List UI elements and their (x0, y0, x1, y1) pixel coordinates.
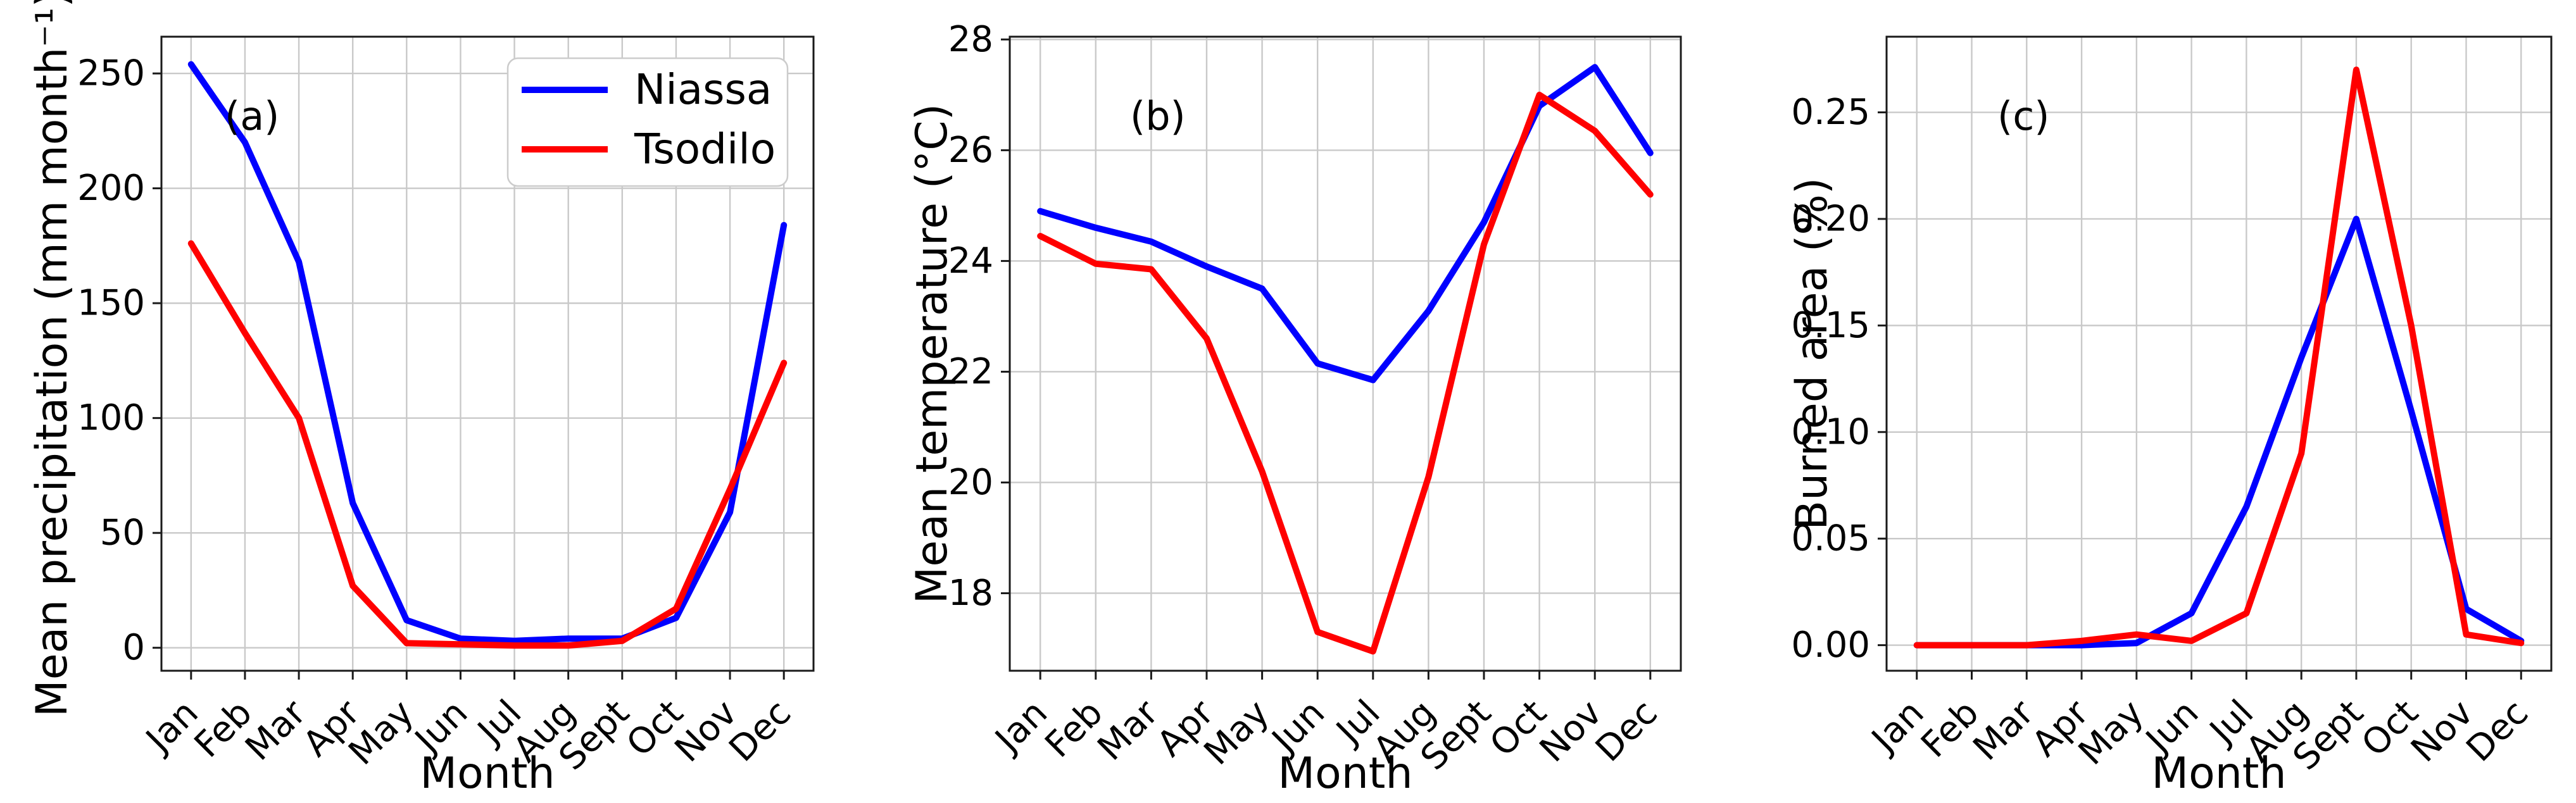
legend: Niassa Tsodilo (506, 57, 789, 187)
y-axis: 18 20 22 24 26 28 (948, 19, 1010, 614)
axes-spines (160, 35, 815, 672)
y-tick-label: 28 (948, 19, 993, 60)
y-tick-label: 250 (77, 53, 145, 94)
y-tick-label: 0.05 (1791, 518, 1870, 559)
y-tick-label: 20 (948, 462, 993, 503)
y-tick-label: 150 (77, 283, 145, 324)
axes-spines (1008, 35, 1682, 672)
panel-letter: (a) (225, 93, 279, 139)
y-axis: 0 50 100 150 200 250 (77, 53, 161, 668)
y-tick-label: 0.25 (1791, 92, 1870, 133)
axes-spines (1885, 35, 2553, 672)
y-tick-label: 18 (948, 573, 993, 614)
legend-label: Niassa (634, 65, 772, 114)
line-tsodilo (187, 240, 788, 649)
x-axis-label: Month (1278, 749, 1412, 799)
y-tick-label: 0 (122, 627, 145, 668)
x-axis-label: Month (2151, 749, 2286, 799)
x-axis-label: Month (420, 749, 555, 799)
legend-entry: Niassa (522, 65, 772, 114)
gridlines (161, 37, 814, 671)
y-tick-label: 50 (100, 513, 145, 554)
y-tick-label: 0.10 (1791, 411, 1870, 452)
line-tsodilo (1913, 66, 2525, 649)
y-tick-label: 0.15 (1791, 305, 1870, 346)
panel-letter: (b) (1130, 93, 1186, 139)
y-tick-label: 0.20 (1791, 198, 1870, 239)
y-tick-label: 26 (948, 130, 993, 171)
y-axis-label: Burned area (%) (1787, 177, 1837, 530)
y-axis-label: Mean precipitation (mm month⁻¹) (27, 0, 77, 717)
legend-label: Tsodilo (634, 125, 776, 173)
y-axis-label: Mean temperature (°C) (907, 104, 957, 604)
gridlines (1887, 37, 2551, 671)
y-tick-label: 200 (77, 168, 145, 209)
y-tick-label: 100 (77, 397, 145, 439)
y-tick-label: 0.00 (1791, 625, 1870, 666)
line-niassa (187, 61, 788, 644)
y-tick-label: 24 (948, 240, 993, 282)
line-tsodilo (1037, 91, 1654, 655)
y-tick-label: 22 (948, 351, 993, 392)
panel-letter: (c) (1997, 93, 2049, 139)
y-axis: 0.00 0.05 0.10 0.15 0.20 0.25 (1791, 92, 1887, 666)
legend-entry: Tsodilo (522, 125, 776, 173)
